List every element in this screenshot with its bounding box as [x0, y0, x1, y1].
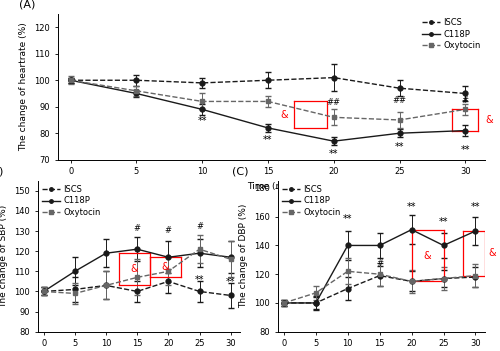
- Legend: ISCS, C118P, Oxytocin: ISCS, C118P, Oxytocin: [422, 18, 481, 50]
- Text: (B): (B): [0, 166, 3, 176]
- Text: **: **: [343, 214, 352, 224]
- Text: **: **: [439, 217, 448, 227]
- Text: &: &: [485, 115, 492, 125]
- Text: **: **: [198, 116, 207, 126]
- Text: **: **: [329, 149, 338, 159]
- Text: **: **: [470, 203, 480, 212]
- Text: **: **: [263, 134, 272, 145]
- Text: &: &: [280, 110, 287, 120]
- Text: ##: ##: [326, 98, 340, 107]
- Text: #: #: [134, 224, 140, 233]
- Text: #: #: [196, 222, 203, 231]
- Text: &: &: [488, 249, 496, 258]
- Text: (C): (C): [232, 166, 248, 176]
- Legend: ISCS, C118P, Oxytocin: ISCS, C118P, Oxytocin: [42, 185, 100, 217]
- Text: #: #: [462, 97, 469, 105]
- Text: ##: ##: [392, 97, 406, 105]
- Y-axis label: The change of SBP (%): The change of SBP (%): [0, 205, 8, 308]
- Text: (A): (A): [19, 0, 36, 10]
- Text: **: **: [460, 145, 470, 155]
- Text: &: &: [130, 264, 138, 274]
- Text: **: **: [226, 277, 235, 287]
- Legend: ISCS, C118P, Oxytocin: ISCS, C118P, Oxytocin: [282, 185, 341, 217]
- Text: **: **: [195, 275, 204, 285]
- Y-axis label: The change of DBP (%): The change of DBP (%): [240, 204, 248, 309]
- X-axis label: Time (min): Time (min): [246, 182, 296, 191]
- Y-axis label: The change of heartrate (%): The change of heartrate (%): [20, 22, 28, 151]
- Text: #: #: [165, 226, 172, 235]
- Text: &: &: [424, 251, 432, 260]
- Text: **: **: [407, 203, 416, 212]
- Text: &: &: [162, 262, 169, 272]
- Text: **: **: [395, 143, 404, 152]
- Text: #: #: [376, 259, 383, 269]
